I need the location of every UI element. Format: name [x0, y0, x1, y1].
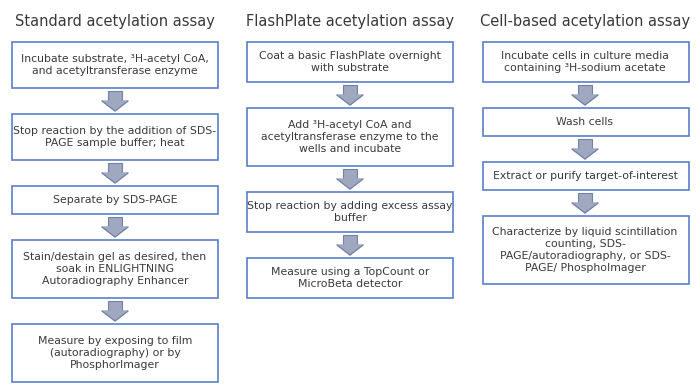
Text: Standard acetylation assay: Standard acetylation assay: [15, 14, 215, 29]
Bar: [247, 192, 453, 232]
Polygon shape: [337, 245, 363, 255]
Polygon shape: [102, 101, 128, 111]
Text: Wash cells: Wash cells: [556, 117, 613, 127]
Text: Stop reaction by the addition of SDS-
PAGE sample buffer; heat: Stop reaction by the addition of SDS- PA…: [13, 126, 216, 148]
Text: Measure using a TopCount or
MicroBeta detector: Measure using a TopCount or MicroBeta de…: [271, 267, 429, 289]
Bar: [12, 324, 218, 382]
Text: Incubate cells in culture media
containing ³H-sodium acetate: Incubate cells in culture media containi…: [501, 51, 669, 73]
Polygon shape: [337, 179, 363, 189]
Bar: [578, 193, 592, 203]
Bar: [247, 108, 453, 166]
Bar: [12, 240, 218, 298]
Polygon shape: [337, 95, 363, 105]
Bar: [343, 235, 357, 245]
Bar: [483, 162, 689, 190]
Bar: [578, 85, 592, 95]
Text: Stain/destain gel as desired, then
soak in ENLIGHTNING
Autoradiography Enhancer: Stain/destain gel as desired, then soak …: [23, 252, 206, 286]
Text: Separate by SDS-PAGE: Separate by SDS-PAGE: [52, 195, 177, 205]
Bar: [343, 169, 357, 179]
Polygon shape: [102, 173, 128, 183]
Text: Stop reaction by adding excess assay
buffer: Stop reaction by adding excess assay buf…: [247, 201, 453, 223]
Bar: [108, 163, 122, 173]
Text: Extract or purify target-of-interest: Extract or purify target-of-interest: [493, 171, 678, 181]
Bar: [108, 301, 122, 311]
Text: Incubate substrate, ³H-acetyl CoA,
and acetyltransferase enzyme: Incubate substrate, ³H-acetyl CoA, and a…: [21, 54, 209, 76]
Bar: [12, 186, 218, 214]
Polygon shape: [572, 203, 598, 213]
Polygon shape: [572, 95, 598, 105]
Text: FlashPlate acetylation assay: FlashPlate acetylation assay: [246, 14, 454, 29]
Bar: [483, 108, 689, 136]
Bar: [483, 42, 689, 82]
Text: Cell-based acetylation assay: Cell-based acetylation assay: [480, 14, 690, 29]
Text: Coat a basic FlashPlate overnight
with substrate: Coat a basic FlashPlate overnight with s…: [259, 51, 441, 73]
Bar: [247, 258, 453, 298]
Bar: [108, 91, 122, 101]
Bar: [483, 216, 689, 284]
Polygon shape: [572, 149, 598, 159]
Bar: [12, 42, 218, 88]
Polygon shape: [102, 311, 128, 321]
Bar: [578, 139, 592, 149]
Bar: [343, 85, 357, 95]
Bar: [108, 217, 122, 227]
Text: Measure by exposing to film
(autoradiography) or by
PhosphorImager: Measure by exposing to film (autoradiogr…: [38, 336, 192, 370]
Bar: [247, 42, 453, 82]
Text: Add ³H-acetyl CoA and
acetyltransferase enzyme to the
wells and incubate: Add ³H-acetyl CoA and acetyltransferase …: [261, 120, 439, 154]
Text: Characterize by liquid scintillation
counting, SDS-
PAGE/autoradiography, or SDS: Characterize by liquid scintillation cou…: [492, 227, 678, 273]
Bar: [12, 114, 218, 160]
Polygon shape: [102, 227, 128, 237]
